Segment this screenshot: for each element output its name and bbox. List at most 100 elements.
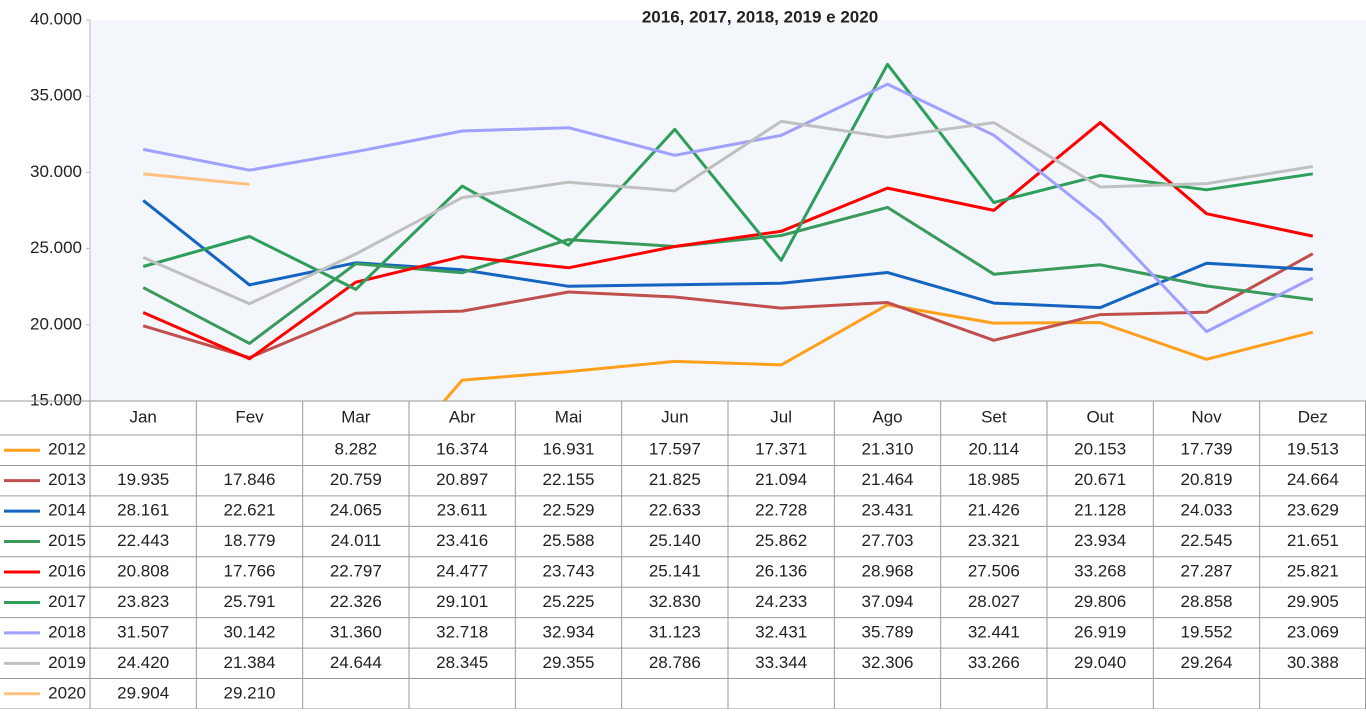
legend-label: 2014	[48, 501, 86, 520]
table-cell: 33.268	[1074, 561, 1126, 580]
x-tick-label: Nov	[1191, 407, 1222, 426]
table-cell: 17.846	[224, 470, 276, 489]
table-cell: 35.789	[862, 622, 914, 641]
x-tick-label: Jan	[129, 407, 156, 426]
table-cell: 20.114	[968, 440, 1019, 459]
table-cell: 21.310	[862, 440, 914, 459]
table-cell: 19.552	[1181, 622, 1233, 641]
table-cell: 21.128	[1074, 501, 1126, 520]
table-cell: 24.664	[1287, 470, 1339, 489]
table-cell: 24.477	[436, 561, 488, 580]
y-tick-label: 30.000	[30, 162, 82, 181]
legend-label: 2016	[48, 561, 86, 580]
table-cell: 17.597	[649, 440, 701, 459]
table-cell: 24.420	[117, 653, 169, 672]
table-cell: 32.718	[436, 622, 488, 641]
table-cell: 20.897	[436, 470, 488, 489]
table-cell: 23.934	[1074, 531, 1126, 550]
table-cell: 26.136	[755, 561, 807, 580]
y-tick-label: 40.000	[30, 9, 82, 28]
chart-title: 2016, 2017, 2018, 2019 e 2020	[642, 7, 878, 26]
table-cell: 31.360	[330, 622, 382, 641]
y-tick-label: 35.000	[30, 86, 82, 105]
table-cell: 17.739	[1181, 440, 1233, 459]
table-cell: 25.141	[649, 561, 701, 580]
table-cell: 29.355	[543, 653, 595, 672]
x-tick-label: Set	[981, 407, 1007, 426]
table-cell: 24.065	[330, 501, 382, 520]
table-cell: 28.345	[436, 653, 488, 672]
table-cell: 21.094	[755, 470, 807, 489]
table-cell: 29.806	[1074, 592, 1126, 611]
series-line	[442, 303, 1314, 401]
table-cell: 27.506	[968, 561, 1020, 580]
y-tick-label: 20.000	[30, 314, 82, 333]
table-cell: 37.094	[862, 592, 914, 611]
series-line	[142, 121, 1314, 361]
table-cell: 22.155	[543, 470, 595, 489]
table-cell: 16.931	[543, 440, 595, 459]
table-cell: 28.027	[968, 592, 1020, 611]
table-cell: 24.033	[1181, 501, 1233, 520]
table-cell: 29.040	[1074, 653, 1126, 672]
table-cell: 24.644	[330, 653, 382, 672]
table-cell: 18.779	[224, 531, 276, 550]
table-cell: 19.513	[1287, 440, 1339, 459]
x-tick-label: Ago	[872, 407, 902, 426]
table-cell: 24.011	[330, 531, 381, 550]
series-line	[142, 252, 1314, 360]
table-cell: 19.935	[117, 470, 169, 489]
table-cell: 22.797	[330, 561, 382, 580]
table-cell: 20.808	[117, 561, 169, 580]
table-cell: 21.825	[649, 470, 701, 489]
table-cell: 23.431	[862, 501, 914, 520]
table-cell: 29.264	[1181, 653, 1233, 672]
x-tick-label: Mar	[341, 407, 371, 426]
x-tick-label: Abr	[449, 407, 476, 426]
series-line	[142, 199, 1313, 310]
series-lines	[142, 62, 1314, 401]
table-cell: 17.766	[224, 561, 276, 580]
table-cell: 33.344	[755, 653, 807, 672]
table-cell: 25.862	[755, 531, 807, 550]
table-cell: 23.321	[968, 531, 1020, 550]
x-tick-label: Fev	[235, 407, 264, 426]
table-cell: 32.934	[543, 622, 595, 641]
table-cell: 28.786	[649, 653, 701, 672]
table-cell: 22.545	[1181, 531, 1233, 550]
table-cell: 32.306	[862, 653, 914, 672]
table-cell: 31.123	[649, 622, 701, 641]
table-cell: 21.651	[1287, 531, 1339, 550]
table-cell: 25.140	[649, 531, 701, 550]
x-tick-label: Dez	[1298, 407, 1328, 426]
series-line	[142, 82, 1314, 334]
table-cell: 23.629	[1287, 501, 1339, 520]
table-cell: 26.919	[1074, 622, 1126, 641]
table-cell: 27.703	[862, 531, 914, 550]
x-tick-label: Jul	[770, 407, 792, 426]
table-cell: 25.791	[224, 592, 276, 611]
table-cell: 32.830	[649, 592, 701, 611]
table-cell: 23.069	[1287, 622, 1339, 641]
table-cell: 16.374	[436, 440, 488, 459]
legend-label: 2013	[48, 470, 86, 489]
x-tick-label: Mai	[555, 407, 582, 426]
table-cell: 28.161	[117, 501, 169, 520]
table-cell: 22.633	[649, 501, 701, 520]
table-cell: 25.225	[543, 592, 595, 611]
table-cell: 18.985	[968, 470, 1020, 489]
table-cell: 21.426	[968, 501, 1020, 520]
table-cell: 32.431	[755, 622, 807, 641]
legend-label: 2012	[48, 440, 86, 459]
table-cell: 22.728	[755, 501, 807, 520]
table-cell: 22.443	[117, 531, 169, 550]
table-cell: 29.101	[436, 592, 488, 611]
series-line	[142, 62, 1314, 291]
table-cell: 30.388	[1287, 653, 1339, 672]
y-tick-label: 25.000	[30, 238, 82, 257]
x-tick-label: Out	[1086, 407, 1114, 426]
table-cell: 20.153	[1074, 440, 1126, 459]
table-cell: 31.507	[117, 622, 169, 641]
table-cell: 23.823	[117, 592, 169, 611]
